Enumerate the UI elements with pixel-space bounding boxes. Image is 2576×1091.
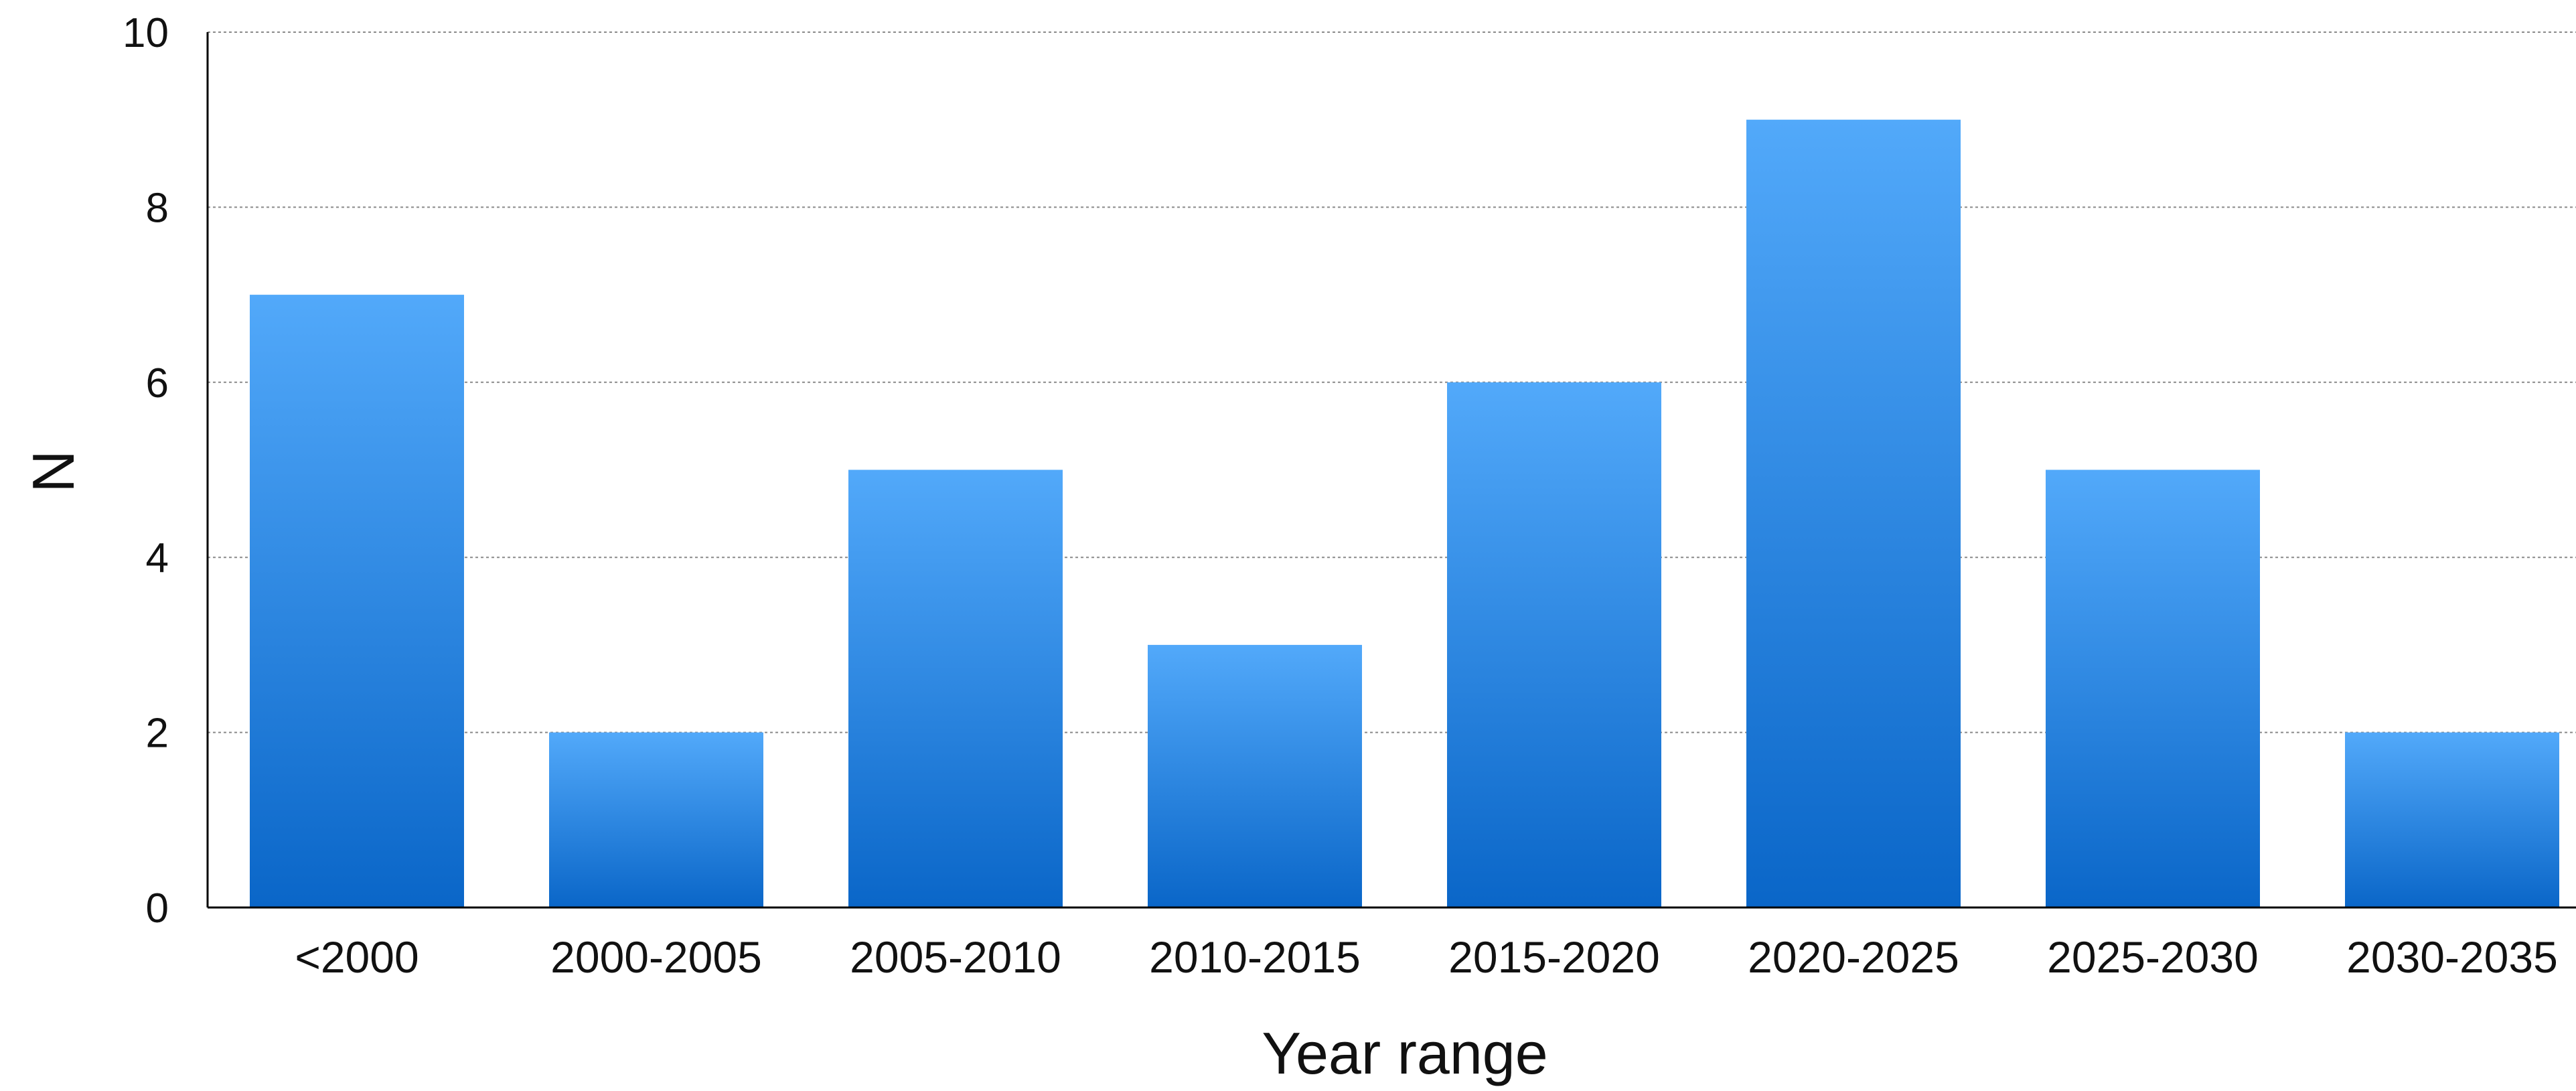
y-tick-label: 2	[146, 711, 169, 757]
x-tick-label: 2005-2010	[850, 932, 1061, 982]
y-tick-label: 10	[123, 10, 169, 56]
y-tick-label: 8	[146, 185, 169, 231]
y-axis-title: N	[20, 450, 86, 493]
x-tick-label: 2015-2020	[1448, 932, 1660, 982]
axes	[206, 32, 2576, 909]
x-tick-label: 2030-2035	[2346, 932, 2558, 982]
y-tick-label: 6	[146, 360, 169, 407]
bar	[848, 469, 1063, 907]
bar	[1447, 382, 1661, 907]
bar	[250, 295, 464, 908]
bar	[1148, 644, 1362, 907]
bar	[2345, 732, 2559, 907]
x-tick-label: 2010-2015	[1149, 932, 1361, 982]
bar	[2046, 469, 2260, 907]
x-tick-label: <2000	[295, 932, 419, 982]
x-tick-label: 2020-2025	[1748, 932, 1959, 982]
bars	[250, 119, 2559, 908]
y-tick-label: 4	[146, 535, 169, 581]
x-tick-label: 2000-2005	[550, 932, 762, 982]
bar	[1746, 119, 1961, 908]
x-axis-title: Year range	[1262, 1020, 1547, 1086]
x-tick-labels: <2000 2000-2005 2005-2010 2010-2015 2015-202…	[295, 932, 2558, 982]
x-tick-label: 2025-2030	[2047, 932, 2259, 982]
y-tick-labels: 0 2 4 6 8 10	[123, 10, 169, 932]
y-tick-label: 0	[146, 885, 169, 932]
bar	[549, 732, 763, 907]
